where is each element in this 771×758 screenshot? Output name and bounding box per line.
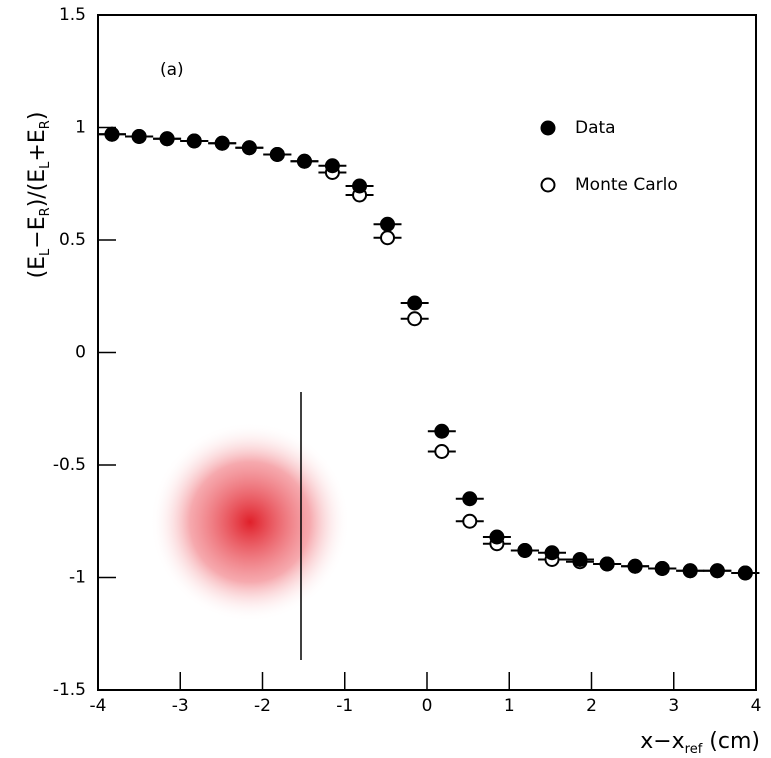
- marker: [462, 513, 478, 529]
- x-tick-label: 0: [422, 696, 433, 716]
- x-tick-label: 4: [751, 696, 762, 716]
- marker: [434, 444, 450, 459]
- subscript: L: [38, 161, 53, 169]
- x-tick-label: -2: [254, 696, 271, 716]
- marker: [572, 552, 588, 567]
- label-part: (cm): [702, 729, 760, 754]
- marker: [380, 216, 396, 232]
- label-part: ): [25, 112, 50, 121]
- label-part: x−x: [640, 729, 684, 754]
- y-tick-label: 0: [75, 343, 86, 363]
- marker: [296, 153, 312, 169]
- marker: [131, 129, 147, 144]
- y-tick-label: -0.5: [53, 455, 86, 475]
- marker: [434, 423, 450, 439]
- label-part: (E: [25, 256, 50, 278]
- subscript: ref: [685, 742, 703, 757]
- y-tick-label: 1.5: [59, 5, 86, 25]
- label-part: +E: [25, 129, 50, 161]
- y-tick-label: 0.5: [59, 230, 86, 250]
- marker: [544, 545, 560, 561]
- x-tick-label: 3: [668, 696, 679, 716]
- marker: [627, 558, 643, 574]
- x-tick-label: -4: [90, 696, 107, 716]
- legend-label: Monte Carlo: [575, 175, 678, 195]
- marker: [407, 311, 423, 327]
- subscript: R: [38, 120, 53, 129]
- marker: [682, 563, 698, 579]
- marker: [654, 561, 670, 576]
- marker: [104, 126, 120, 142]
- marker: [214, 135, 230, 151]
- x-tick-label: -1: [336, 696, 353, 716]
- overlay-blob: [150, 422, 350, 622]
- subscript: L: [38, 248, 53, 256]
- marker: [186, 133, 202, 149]
- marker: [269, 147, 285, 162]
- marker: [489, 529, 505, 545]
- marker: [517, 543, 533, 558]
- x-tick-label: 1: [504, 696, 515, 716]
- y-tick-label: -1: [69, 568, 86, 588]
- marker: [599, 556, 615, 572]
- marker: [352, 178, 368, 194]
- x-tick-label: 2: [586, 696, 597, 716]
- annotation: (a): [160, 60, 184, 80]
- legend-marker: [540, 120, 556, 136]
- y-axis-label: (EL−ER)/(EL+ER): [25, 112, 53, 279]
- marker: [462, 491, 478, 507]
- marker: [324, 158, 340, 174]
- label-part: −E: [25, 216, 50, 248]
- x-axis-label: x−xref (cm): [640, 729, 760, 757]
- label-part: )/(E: [25, 169, 50, 207]
- marker: [709, 563, 725, 579]
- legend-label: Data: [575, 118, 616, 138]
- marker: [159, 131, 175, 147]
- marker: [380, 230, 396, 246]
- marker: [737, 565, 753, 581]
- subscript: R: [38, 207, 53, 216]
- legend-marker: [540, 177, 556, 193]
- y-tick-label: -1.5: [53, 680, 86, 700]
- marker: [407, 295, 423, 311]
- marker: [241, 140, 257, 156]
- x-tick-label: -3: [172, 696, 189, 716]
- y-tick-label: 1: [75, 118, 86, 138]
